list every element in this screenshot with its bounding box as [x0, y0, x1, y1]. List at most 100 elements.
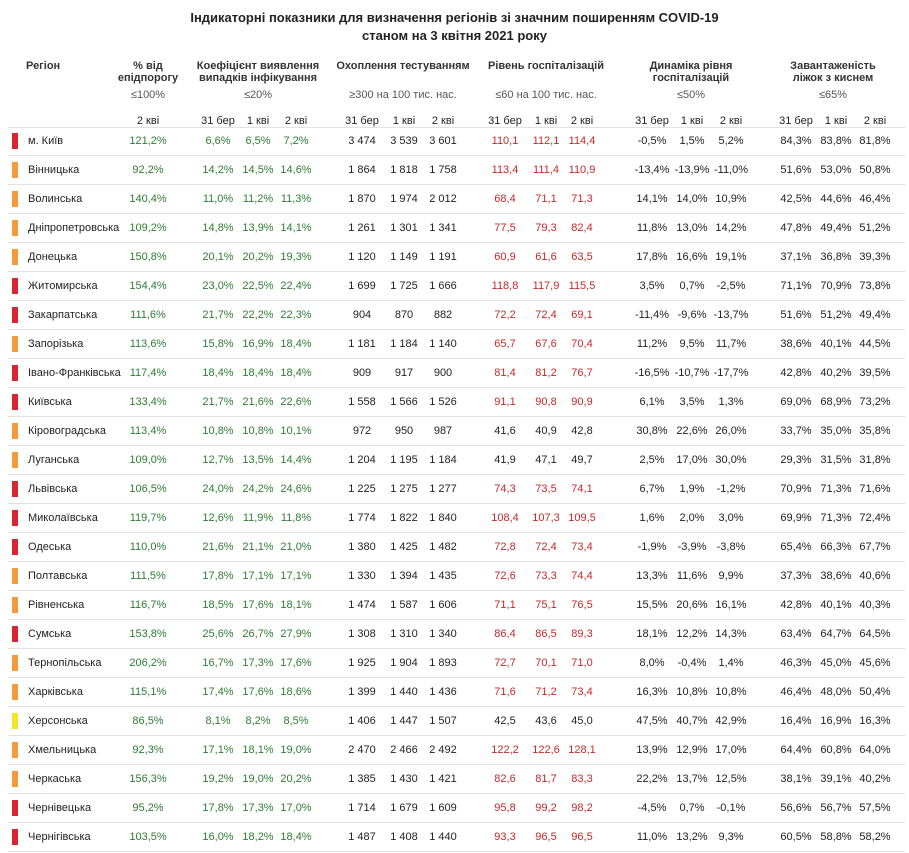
row-separator	[8, 416, 905, 417]
status-bar	[12, 191, 18, 207]
row-separator	[8, 677, 905, 678]
cell: 69,0%	[780, 396, 812, 408]
cell: 38,6%	[780, 338, 812, 350]
status-bar	[12, 278, 18, 294]
cell: 11,3%	[280, 193, 312, 205]
cell: 156,3%	[129, 773, 167, 785]
region-header: Регіон	[26, 60, 61, 72]
cell: 6,1%	[639, 396, 665, 408]
region: Черкаська	[28, 773, 82, 785]
status-bar	[12, 394, 18, 410]
cell: 1 925	[348, 657, 376, 669]
title: Індикаторні показники для визначення рег…	[190, 10, 719, 25]
cell: 39,3%	[859, 251, 891, 263]
cell: 31,5%	[820, 454, 852, 466]
status-bar	[12, 742, 18, 758]
cell: 13,5%	[242, 454, 274, 466]
cell: 3 601	[429, 135, 457, 147]
cell: -0,5%	[637, 135, 667, 147]
cell: 17,1%	[242, 570, 274, 582]
cell: 9,9%	[718, 570, 744, 582]
cell: 12,5%	[715, 773, 747, 785]
cell: 12,2%	[676, 628, 708, 640]
cell: 58,2%	[859, 831, 891, 843]
cell: 17,4%	[202, 686, 234, 698]
cell: -16,5%	[634, 367, 670, 379]
cell: 11,0%	[202, 193, 234, 205]
cell: 81,4	[494, 367, 516, 379]
cell: 17,0%	[676, 454, 708, 466]
cell: 17,6%	[242, 599, 274, 611]
cell: 90,9	[571, 396, 593, 408]
cell: 40,2%	[859, 773, 891, 785]
cell: 122,2	[491, 744, 519, 756]
cell: 68,9%	[820, 396, 852, 408]
cell: 1 974	[390, 193, 418, 205]
cell: 14,3%	[715, 628, 747, 640]
cell: 900	[433, 367, 453, 379]
cell: 82,4	[571, 222, 593, 234]
cell: 72,4	[535, 541, 557, 553]
cell: 111,4	[533, 164, 559, 176]
cell: 904	[352, 309, 372, 321]
row-separator	[8, 851, 905, 852]
cell: 2 470	[348, 744, 376, 756]
cell: 18,1%	[242, 744, 274, 756]
cell: -0,4%	[677, 657, 707, 669]
cell: 14,0%	[676, 193, 708, 205]
cell: 19,0%	[242, 773, 274, 785]
cell: 70,1	[535, 657, 557, 669]
cell: 68,4	[494, 193, 516, 205]
cell: 49,4%	[859, 309, 891, 321]
cell: 64,0%	[859, 744, 891, 756]
cell: 1 587	[390, 599, 418, 611]
cell: 1 566	[390, 396, 418, 408]
cell: 11,2%	[242, 193, 274, 205]
cell: 42,5	[494, 715, 516, 727]
cell: 1 425	[390, 541, 418, 553]
region: Миколаївська	[28, 512, 98, 524]
status-bar	[12, 655, 18, 671]
cell: 2,0%	[679, 512, 705, 524]
cell: 133,4%	[129, 396, 167, 408]
cell: 69,1	[571, 309, 593, 321]
cell: 19,1%	[715, 251, 747, 263]
cell: 40,2%	[820, 367, 852, 379]
cell: 44,6%	[820, 193, 852, 205]
region: Полтавська	[28, 570, 88, 582]
cell: 21,7%	[202, 396, 234, 408]
region: Хмельницька	[28, 744, 97, 756]
cell: 35,8%	[859, 425, 891, 437]
cell: 46,4%	[859, 193, 891, 205]
region: Запорізька	[28, 338, 84, 350]
region: Чернігівська	[28, 831, 91, 843]
column-header: епідпорогу	[117, 72, 179, 84]
cell: 16,3%	[859, 715, 891, 727]
cell: 16,6%	[676, 251, 708, 263]
cell: 73,8%	[859, 280, 891, 292]
cell: 73,3	[535, 570, 557, 582]
cell: 51,6%	[780, 309, 812, 321]
column-header: % від	[133, 60, 163, 72]
cell: 1 435	[429, 570, 457, 582]
cell: 17,8%	[202, 570, 234, 582]
cell: 11,2%	[636, 338, 668, 350]
cell: 17,8%	[636, 251, 668, 263]
cell: 16,9%	[820, 715, 852, 727]
row-separator	[8, 213, 905, 214]
cell: 86,5	[535, 628, 557, 640]
cell: 73,4	[571, 686, 593, 698]
row-separator	[8, 358, 905, 359]
cell: 11,7%	[715, 338, 747, 350]
column-header: Динаміка рівня	[649, 60, 733, 72]
region: Житомирська	[28, 280, 98, 292]
cell: 24,2%	[242, 483, 274, 495]
region: Сумська	[28, 628, 72, 640]
cell: 113,6%	[129, 338, 167, 350]
cell: 43,6	[535, 715, 557, 727]
cell: 110,0%	[129, 541, 167, 553]
cell: 22,6%	[280, 396, 312, 408]
cell: 1,6%	[639, 512, 665, 524]
cell: 23,0%	[202, 280, 234, 292]
